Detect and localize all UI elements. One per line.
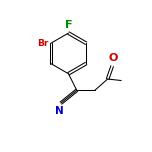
Text: O: O bbox=[108, 54, 118, 64]
Text: F: F bbox=[65, 20, 72, 30]
Text: Br: Br bbox=[37, 39, 49, 48]
Text: N: N bbox=[55, 106, 64, 116]
